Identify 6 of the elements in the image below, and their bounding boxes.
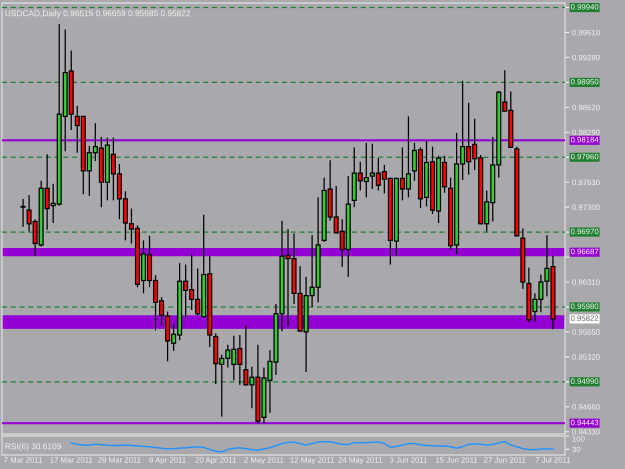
candlestick: [20, 198, 26, 228]
text: USDCAD,Daily 0.96515 0.96659 0.95685 0.95822: [5, 10, 190, 18]
candlestick: [520, 228, 526, 290]
candlestick: [514, 146, 520, 238]
chart-title: RSI(6) 30.6109: [6, 443, 61, 451]
line-series: [70, 440, 554, 453]
